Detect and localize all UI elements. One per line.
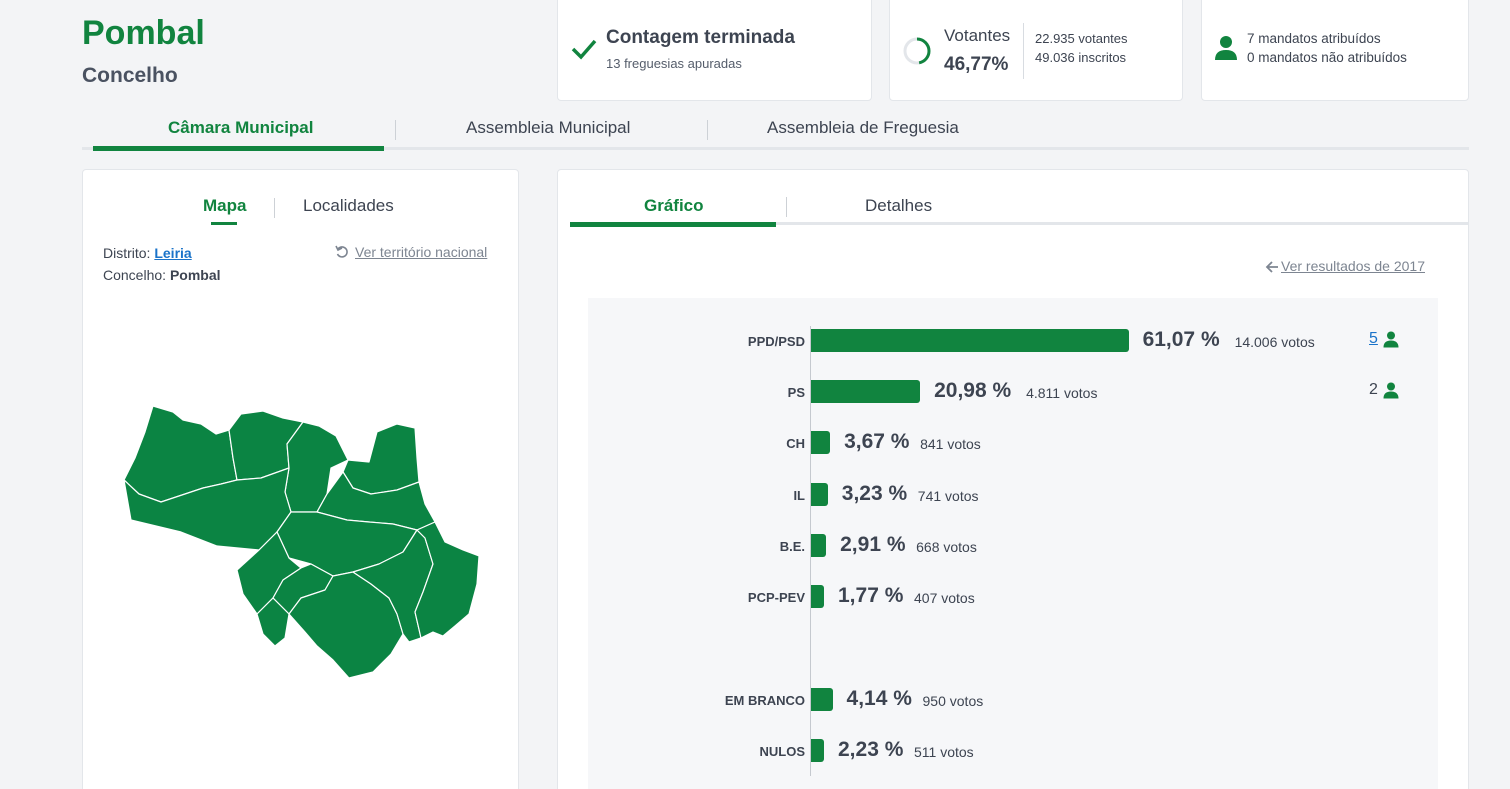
results-panel: Gráfico Detalhes Ver resultados de 2017 … bbox=[557, 169, 1469, 789]
council-row: Concelho: Pombal bbox=[103, 267, 221, 283]
district-link[interactable]: Leiria bbox=[154, 245, 192, 261]
national-territory-link[interactable]: Ver território nacional bbox=[355, 244, 488, 260]
result-row: IL 3,23 % 741 votos bbox=[588, 482, 1438, 508]
voters-divider bbox=[1023, 23, 1024, 79]
page-title: Pombal bbox=[82, 14, 205, 52]
turnout-donut-icon bbox=[903, 37, 931, 65]
previous-results-link[interactable]: Ver resultados de 2017 bbox=[1281, 258, 1425, 274]
user-icon bbox=[1383, 382, 1399, 399]
tab-divider bbox=[707, 120, 708, 140]
arrow-left-icon bbox=[1265, 261, 1278, 273]
result-row: NULOS 2,23 % 511 votos bbox=[588, 738, 1438, 764]
tab-detalhes[interactable]: Detalhes bbox=[865, 196, 933, 215]
votes-label: 407 votos bbox=[914, 590, 975, 606]
tab-divider bbox=[395, 120, 396, 140]
party-label: B.E. bbox=[779, 539, 805, 554]
seats-unassigned: 0 mandatos não atribuídos bbox=[1247, 50, 1407, 65]
tabs-baseline bbox=[570, 222, 1468, 225]
party-label: PS bbox=[787, 385, 805, 400]
votes-label: 841 votos bbox=[920, 436, 981, 452]
seats-assigned: 7 mandatos atribuídos bbox=[1247, 31, 1381, 46]
voters-card: Votantes 46,77% 22.935 votantes 49.036 i… bbox=[889, 0, 1183, 101]
parish-shape[interactable] bbox=[342, 423, 420, 495]
tab-mapa[interactable]: Mapa bbox=[203, 196, 247, 215]
parish-map[interactable] bbox=[121, 402, 486, 682]
result-row: PCP-PEV 1,77 % 407 votos bbox=[588, 584, 1438, 610]
result-row: PPD/PSD 61,07 % 14.006 votos 5 bbox=[588, 328, 1438, 354]
result-row: EM BRANCO 4,14 % 950 votos bbox=[588, 687, 1438, 713]
district-row: Distrito: Leiria bbox=[103, 245, 192, 261]
party-label: IL bbox=[793, 488, 805, 503]
undo-icon bbox=[335, 245, 348, 258]
percentage-label: 20,98 % bbox=[934, 379, 1012, 402]
result-row: B.E. 2,91 % 668 votos bbox=[588, 533, 1438, 559]
turnout-percentage: 46,77% bbox=[944, 54, 1009, 75]
seats-card: 7 mandatos atribuídos 0 mandatos não atr… bbox=[1201, 0, 1469, 101]
percentage-label: 61,07 % bbox=[1142, 328, 1220, 351]
result-bar bbox=[811, 534, 827, 557]
percentage-label: 3,67 % bbox=[844, 430, 910, 453]
votes-label: 14.006 votos bbox=[1234, 334, 1315, 350]
result-bar bbox=[811, 431, 831, 454]
user-icon bbox=[1215, 36, 1237, 60]
election-type-tabs: Câmara Municipal Assembleia Municipal As… bbox=[82, 108, 1469, 151]
party-label: NULOS bbox=[759, 744, 806, 759]
user-icon bbox=[1383, 331, 1399, 348]
result-bar bbox=[811, 380, 921, 403]
tab-camara-municipal[interactable]: Câmara Municipal bbox=[168, 118, 314, 137]
active-tab-indicator bbox=[211, 222, 237, 225]
percentage-label: 4,14 % bbox=[846, 687, 912, 710]
votes-label: 511 votos bbox=[914, 744, 974, 760]
result-bar bbox=[811, 739, 824, 762]
results-bar-chart: PPD/PSD 61,07 % 14.006 votos 5 PS 20,98 % 4.81… bbox=[588, 298, 1438, 789]
result-bar bbox=[811, 585, 824, 608]
check-icon bbox=[571, 39, 597, 60]
result-row: CH 3,67 % 841 votos bbox=[588, 430, 1438, 456]
party-label: PCP-PEV bbox=[747, 590, 805, 605]
votes-label: 668 votos bbox=[916, 539, 977, 555]
count-status-card: Contagem terminada 13 freguesias apurada… bbox=[557, 0, 872, 101]
percentage-label: 1,77 % bbox=[838, 584, 904, 607]
party-label: EM BRANCO bbox=[724, 693, 805, 708]
percentage-label: 2,23 % bbox=[838, 738, 904, 761]
chart-axis bbox=[810, 326, 811, 776]
active-tab-indicator bbox=[93, 146, 384, 151]
percentage-label: 3,23 % bbox=[841, 482, 908, 505]
parish-shape[interactable] bbox=[256, 597, 290, 647]
result-row: PS 20,98 % 4.811 votos 2 bbox=[588, 379, 1438, 405]
votes-label: 4.811 votos bbox=[1026, 385, 1098, 401]
district-label: Distrito: bbox=[103, 245, 151, 261]
map-panel: Mapa Localidades Distrito: Leiria Concel… bbox=[82, 169, 519, 789]
tab-divider bbox=[274, 198, 275, 218]
council-name: Pombal bbox=[169, 267, 221, 283]
percentage-label: 2,91 % bbox=[840, 533, 906, 556]
voters-label: Votantes bbox=[944, 26, 1011, 45]
party-label: CH bbox=[786, 436, 805, 451]
tab-localidades[interactable]: Localidades bbox=[303, 196, 394, 215]
count-status-subtitle: 13 freguesias apuradas bbox=[606, 56, 742, 71]
mandates-count[interactable]: 5 bbox=[1369, 330, 1378, 347]
tab-grafico[interactable]: Gráfico bbox=[644, 196, 704, 215]
registered-count: 49.036 inscritos bbox=[1035, 50, 1127, 65]
tab-divider bbox=[786, 197, 787, 217]
result-bar bbox=[811, 483, 828, 506]
council-label: Concelho: bbox=[103, 267, 167, 283]
active-tab-indicator bbox=[570, 222, 776, 227]
party-label: PPD/PSD bbox=[747, 334, 805, 349]
tab-assembleia-freguesia[interactable]: Assembleia de Freguesia bbox=[767, 118, 959, 137]
count-status-title: Contagem terminada bbox=[606, 27, 795, 48]
voters-count: 22.935 votantes bbox=[1035, 31, 1128, 46]
mandates-count: 2 bbox=[1369, 381, 1378, 398]
result-bar bbox=[811, 329, 1129, 352]
tab-assembleia-municipal[interactable]: Assembleia Municipal bbox=[466, 118, 631, 137]
votes-label: 741 votos bbox=[917, 488, 979, 504]
result-bar bbox=[811, 688, 833, 711]
parish-shape[interactable] bbox=[414, 521, 480, 639]
page-subtitle: Concelho bbox=[82, 64, 178, 87]
votes-label: 950 votos bbox=[922, 693, 984, 709]
